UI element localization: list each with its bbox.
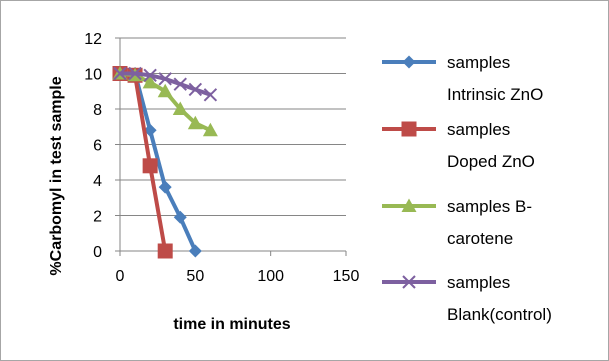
y-tick-label-4: 4	[93, 173, 102, 190]
x-axis-title: time in minutes	[173, 316, 290, 333]
y-tick-labels: 0 2 4 6 8 10 12	[84, 31, 102, 261]
legend-label-2-line-2: Doped ZnO	[447, 152, 535, 171]
series-3-point-6	[187, 115, 203, 130]
legend-entry-2: samples Doped ZnO	[382, 120, 535, 171]
x-tick-label-0: 0	[116, 268, 125, 285]
series-group	[112, 66, 218, 259]
series-2-point-3	[142, 158, 158, 174]
axes	[115, 37, 347, 256]
y-tick-label-8: 8	[93, 102, 102, 119]
legend-label-3-line-1: samples B-	[447, 197, 532, 216]
series-2-point-4	[157, 243, 173, 259]
legend-label-4-line-1: samples	[447, 273, 510, 292]
series-3-point-7	[202, 122, 218, 137]
legend-entry-3: samples B-carotene	[382, 197, 532, 248]
legend-label-4-line-2: Blank(control)	[447, 305, 552, 324]
legend-entry-4: samples Blank(control)	[382, 273, 552, 324]
series-1-point-6	[188, 244, 202, 258]
series-1-point-4	[158, 180, 172, 194]
legend-swatch-marker-1	[402, 55, 416, 69]
series-4-point-1	[113, 66, 127, 81]
series-4-point-2	[128, 66, 142, 81]
y-axis-title: %Carbomyl in test sample	[48, 76, 65, 275]
y-tick-label-2: 2	[93, 209, 102, 226]
series-4-point-6	[188, 82, 203, 97]
series-1-point-3	[143, 123, 157, 137]
x-tick-label-50: 50	[186, 268, 204, 285]
y-tick-label-6: 6	[93, 138, 102, 155]
series-1-point-5	[173, 210, 187, 224]
legend-swatch-marker-2	[401, 121, 417, 137]
x-tick-labels: 0 50 100 150	[116, 268, 360, 285]
series-3-point-4	[157, 83, 173, 98]
y-tick-label-10: 10	[84, 67, 102, 84]
series-1	[113, 67, 202, 258]
x-tick-label-100: 100	[257, 268, 284, 285]
series-4	[113, 66, 218, 102]
series-3-point-3	[142, 74, 158, 89]
series-4-point-3	[143, 68, 157, 82]
legend-label-1-line-2: Intrinsic ZnO	[447, 85, 543, 104]
y-tick-label-0: 0	[93, 244, 102, 261]
series-4-point-7	[203, 88, 218, 102]
legend-label-3-line-2: carotene	[447, 229, 513, 248]
legend-label-2-line-1: samples	[447, 120, 510, 139]
series-3-point-5	[172, 101, 188, 115]
series-4-point-5	[173, 77, 187, 91]
series-4-point-4	[158, 72, 172, 86]
legend-label-1-line-1: samples	[447, 53, 510, 72]
y-tick-label-12: 12	[84, 31, 102, 48]
legend-swatch-marker-3	[401, 198, 417, 212]
x-tick-label-150: 150	[333, 268, 360, 285]
series-1-line	[120, 71, 198, 252]
legend-swatch-marker-4	[402, 275, 416, 289]
legend-entry-1: samples Intrinsic ZnO	[382, 53, 543, 104]
